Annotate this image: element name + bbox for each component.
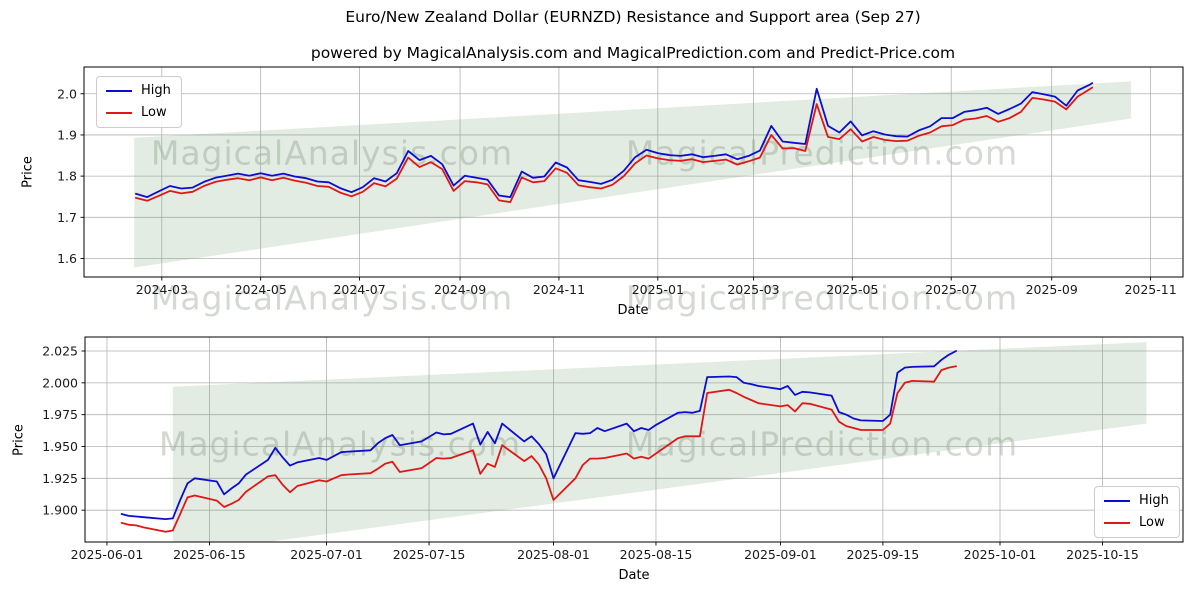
x-tick-label: 2024-05 <box>235 282 287 297</box>
y-tick-label: 1.8 <box>57 169 77 184</box>
x-tick-label: 2025-10-15 <box>1066 547 1139 562</box>
y-tick-label: 1.9 <box>57 127 77 142</box>
x-tick-label: 2025-09-01 <box>744 547 817 562</box>
tick-labels: 2024-03 2024-05 2024-07 2024-09 2024-11 2025-… <box>57 86 1177 297</box>
resistance-support-area <box>172 342 1147 542</box>
legend-item-high: High <box>106 84 171 98</box>
x-tick-label: 2024-09 <box>434 282 486 297</box>
x-tick-label: 2025-09 <box>1026 282 1078 297</box>
legend-label-low: Low <box>141 105 167 120</box>
series-low-line <box>134 86 1094 204</box>
x-tick-label: 2024-11 <box>533 282 585 297</box>
legend-item-low: Low <box>106 106 171 120</box>
x-tick-label: 2025-10-01 <box>964 547 1037 562</box>
x-tick-label: 2025-07-01 <box>290 547 363 562</box>
legend-label-high: High <box>141 83 171 98</box>
x-tick-label: 2025-06-01 <box>71 547 144 562</box>
legend-label-low: Low <box>1139 515 1165 530</box>
series-low-line <box>120 365 957 533</box>
grid <box>85 337 1183 542</box>
subplot-daily-detail: 2025-06-01 2025-06-15 2025-07-01 2025-07-15… <box>42 336 1184 562</box>
high-line-swatch-icon <box>106 90 132 92</box>
legend-label-high: High <box>1139 493 1169 508</box>
x-tick-label: 2024-07 <box>333 282 385 297</box>
series-high-line <box>134 82 1094 199</box>
bottom-x-axis-label: Date <box>618 568 650 583</box>
watermark-analysis: MagicalAnalysis.com <box>159 425 521 464</box>
top-x-axis-label: Date <box>617 303 649 318</box>
x-tick-label: 2025-11 <box>1124 282 1176 297</box>
legend-item-high: High <box>1104 494 1169 508</box>
plot-border <box>84 336 1184 543</box>
plot-border <box>83 66 1184 278</box>
x-tick-label: 2025-03 <box>727 282 779 297</box>
y-tick-label: 2.025 <box>42 344 78 359</box>
watermark-analysis: MagicalAnalysis.com <box>151 134 513 173</box>
x-tick-label: 2025-08-01 <box>517 547 590 562</box>
top-legend: High Low <box>96 76 182 128</box>
x-tick-label: 2025-01 <box>632 282 684 297</box>
y-tick-label: 1.925 <box>42 471 78 486</box>
low-line-swatch-icon <box>106 112 132 114</box>
x-tick-label: 2025-06-15 <box>173 547 246 562</box>
watermark-prediction: MagicalPrediction.com <box>626 425 1018 464</box>
low-line-swatch-icon <box>1104 522 1130 524</box>
x-tick-label: 2025-09-15 <box>847 547 920 562</box>
y-tick-label: 2.0 <box>57 86 77 101</box>
x-tick-label: 2025-07 <box>925 282 977 297</box>
x-tick-label: 2024-03 <box>136 282 188 297</box>
y-tick-label: 2.000 <box>42 375 78 390</box>
series-high-line <box>120 350 957 520</box>
bottom-legend: High Low <box>1094 486 1180 538</box>
y-tick-label: 1.975 <box>42 407 78 422</box>
high-line-swatch-icon <box>1104 500 1130 502</box>
grid <box>84 67 1183 277</box>
x-tick-label: 2025-07-15 <box>393 547 466 562</box>
tick-labels: 2025-06-01 2025-06-15 2025-07-01 2025-07-15… <box>42 344 1139 562</box>
watermark-prediction: MagicalPrediction.com <box>625 278 1019 318</box>
y-tick-label: 1.7 <box>57 210 77 225</box>
watermark-prediction: MagicalPrediction.com <box>626 134 1018 173</box>
legend-item-low: Low <box>1104 516 1169 530</box>
subplot-weekly-overview: 2024-03 2024-05 2024-07 2024-09 2024-11 2025-… <box>57 66 1184 297</box>
x-tick-label: 2025-05 <box>826 282 878 297</box>
watermark-analysis: MagicalAnalysis.com <box>150 278 514 318</box>
y-tick-label: 1.900 <box>42 503 78 518</box>
page-title: Euro/New Zealand Dollar (EURNZD) Resista… <box>345 8 921 26</box>
y-tick-label: 1.6 <box>57 251 77 266</box>
x-tick-label: 2025-08-15 <box>620 547 693 562</box>
resistance-support-area <box>134 81 1132 268</box>
y-tick-label: 1.950 <box>42 439 78 454</box>
tick-marks <box>81 350 1103 546</box>
page-subtitle: powered by MagicalAnalysis.com and Magic… <box>310 44 956 62</box>
tick-marks <box>80 93 1152 281</box>
